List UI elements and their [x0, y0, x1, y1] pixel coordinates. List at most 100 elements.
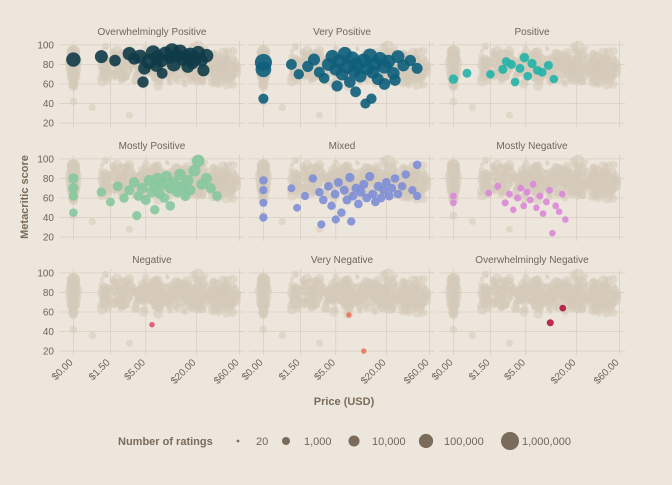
background-point: [223, 276, 227, 280]
background-point: [572, 58, 579, 65]
background-point: [407, 299, 411, 303]
background-point: [292, 157, 299, 164]
background-point: [217, 185, 221, 189]
data-point: [511, 78, 520, 87]
background-point: [506, 112, 513, 119]
background-point: [105, 296, 111, 302]
data-point: [345, 173, 354, 182]
data-point: [69, 208, 78, 217]
background-point: [306, 182, 309, 185]
background-point: [421, 303, 425, 307]
background-point: [200, 294, 208, 302]
background-point: [610, 195, 614, 199]
background-point: [575, 182, 578, 185]
data-point: [201, 173, 212, 184]
background-point: [495, 174, 502, 181]
y-tick-label: 40: [43, 99, 55, 110]
x-tick-label: $20.00: [169, 357, 199, 387]
background-point: [306, 296, 309, 299]
background-point: [420, 309, 424, 313]
background-point: [570, 73, 578, 81]
background-point: [316, 340, 323, 347]
background-point: [420, 290, 430, 300]
background-point: [554, 62, 562, 70]
y-tick-label: 20: [43, 119, 55, 130]
data-point: [68, 173, 78, 183]
background-point: [305, 288, 312, 295]
background-point: [230, 290, 240, 300]
background-point: [230, 81, 234, 85]
facet-title: Negative: [132, 255, 172, 266]
background-point: [518, 173, 529, 184]
background-point: [385, 296, 388, 299]
data-point: [350, 86, 361, 97]
background-point: [214, 297, 217, 300]
background-point: [299, 171, 304, 176]
data-point: [562, 216, 569, 223]
background-point: [420, 176, 430, 186]
facet-title: Positive: [514, 27, 549, 38]
background-point: [609, 161, 617, 169]
background-point: [116, 68, 119, 71]
background-point: [113, 192, 116, 195]
background-point: [229, 47, 237, 55]
background-point: [153, 276, 162, 285]
data-point: [449, 74, 458, 83]
data-point: [520, 53, 529, 62]
background-point: [382, 286, 389, 293]
data-point: [113, 181, 123, 191]
background-point: [230, 309, 234, 313]
data-point: [334, 178, 343, 187]
data-point: [259, 199, 267, 207]
background-point: [213, 168, 216, 171]
background-point: [129, 68, 133, 72]
background-point: [181, 80, 186, 85]
data-point: [365, 172, 374, 181]
background-point: [507, 50, 514, 57]
background-point: [478, 167, 485, 174]
background-point: [217, 71, 221, 75]
background-point: [609, 47, 617, 55]
data-point: [552, 202, 559, 209]
background-point: [176, 73, 181, 78]
background-point: [382, 41, 395, 54]
data-point: [485, 190, 492, 197]
background-point: [70, 326, 78, 334]
background-point: [143, 169, 148, 174]
background-point: [489, 171, 494, 176]
background-point: [111, 292, 114, 295]
background-point: [214, 69, 217, 72]
background-point: [102, 271, 109, 278]
background-point: [603, 162, 607, 166]
background-point: [159, 303, 165, 309]
background-point: [129, 296, 133, 300]
background-point: [610, 81, 614, 85]
data-point: [544, 61, 553, 70]
background-point: [421, 189, 425, 193]
data-point: [182, 175, 193, 186]
background-point: [153, 162, 162, 171]
data-point: [524, 189, 531, 196]
background-point: [611, 189, 615, 193]
background-point: [316, 112, 323, 119]
data-point: [301, 192, 309, 200]
background-point: [168, 81, 173, 86]
background-point: [134, 71, 140, 77]
background-point: [141, 305, 149, 313]
data-point: [354, 200, 363, 209]
data-point: [520, 202, 527, 209]
data-point: [324, 182, 333, 191]
background-point: [152, 288, 159, 295]
background-point: [211, 285, 215, 289]
background-point: [319, 182, 323, 186]
background-point: [355, 297, 361, 303]
background-point: [482, 43, 489, 50]
data-point: [259, 186, 267, 194]
background-point: [143, 283, 148, 288]
data-point: [286, 59, 297, 70]
data-point: [549, 230, 556, 237]
background-point: [533, 48, 542, 57]
data-point: [463, 69, 472, 78]
background-point: [546, 47, 550, 51]
